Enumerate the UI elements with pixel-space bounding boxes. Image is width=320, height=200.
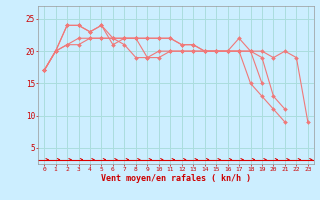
X-axis label: Vent moyen/en rafales ( kn/h ): Vent moyen/en rafales ( kn/h )	[101, 174, 251, 183]
